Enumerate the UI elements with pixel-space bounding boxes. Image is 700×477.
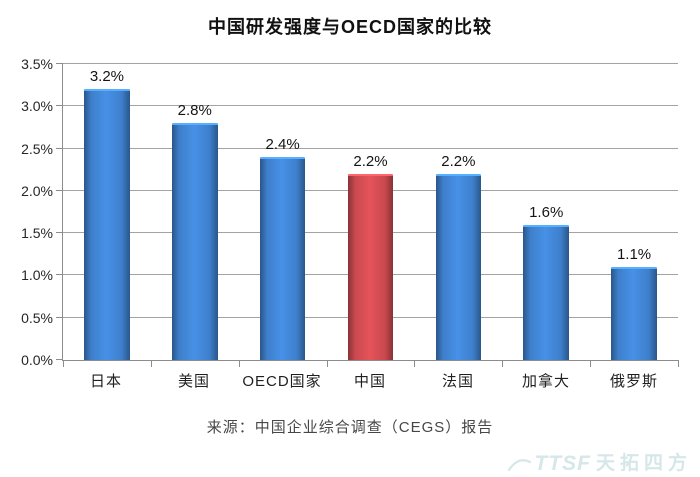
- bar-value-label: 2.8%: [177, 102, 212, 120]
- bar-value-label: 2.4%: [265, 136, 300, 154]
- x-axis-tick: [590, 360, 592, 367]
- y-tick-label: 0.0%: [21, 352, 53, 368]
- x-axis-tick: [502, 360, 504, 367]
- bar-value-label: 1.1%: [616, 245, 652, 263]
- x-axis-tick: [326, 360, 328, 367]
- category-label: 法国: [441, 373, 474, 390]
- source-note: 来源：中国企业综合调查（CEGS）报告: [206, 419, 494, 436]
- plot-row: 0.0% 0.5% 1.0% 1.5% 2.0% 2.5% 3.0% 3.5% 3.2% 2.8…: [12, 56, 679, 368]
- gridline: [63, 63, 678, 64]
- y-axis-tick: [56, 189, 63, 191]
- plot-area: 3.2% 2.8% 2.4% 2.2% 2.2% 1.6% 1.1%: [56, 63, 679, 367]
- y-axis-tick: [56, 105, 63, 107]
- y-axis-tick: [56, 274, 63, 276]
- category-cell: 2.2%: [414, 64, 502, 360]
- y-axis-tick: [56, 359, 63, 360]
- category-cell: 1.6%: [502, 64, 590, 360]
- x-axis-labels: 日本 美国 OECD国家 中国 法国 加拿大 俄罗斯: [62, 370, 678, 391]
- category-label: 加拿大: [521, 373, 570, 390]
- watermark-logo-text: TTSF: [534, 452, 591, 475]
- x-axis-tick: [63, 360, 64, 367]
- y-tick-label: 3.5%: [21, 56, 53, 72]
- y-tick-label: 1.5%: [21, 225, 53, 242]
- bar: [259, 157, 306, 360]
- watermark-brand-text: 天拓四方: [595, 453, 692, 474]
- category-cell: 3.2%: [63, 64, 151, 360]
- category-label: 中国: [353, 373, 386, 390]
- x-axis-tick: [150, 360, 152, 367]
- bar-value-label: 2.2%: [441, 152, 476, 170]
- y-axis-labels: 0.0% 0.5% 1.0% 1.5% 2.0% 2.5% 3.0% 3.5%: [12, 56, 62, 368]
- bar-value-label: 1.6%: [529, 203, 564, 221]
- category-label: 美国: [177, 373, 210, 390]
- y-axis-tick: [56, 147, 63, 149]
- category-cell: 2.4%: [239, 64, 327, 360]
- watermark: TTSF 天拓四方: [506, 453, 692, 474]
- chart-title: 中国研发强度与OECD国家的比较: [207, 17, 492, 37]
- bar-value-label: 3.2%: [89, 68, 125, 86]
- category-label: 俄罗斯: [609, 373, 658, 390]
- y-tick-label: 0.5%: [21, 309, 53, 326]
- category-cell: 1.1%: [590, 64, 678, 360]
- y-tick-label: 1.0%: [21, 267, 53, 284]
- x-axis-tick: [238, 360, 240, 367]
- watermark-swoosh-icon: [508, 458, 532, 471]
- category-cell: 2.2%: [327, 64, 415, 360]
- y-axis-tick: [56, 63, 63, 64]
- category-label: 日本: [89, 373, 122, 390]
- y-tick-label: 3.0%: [21, 98, 53, 115]
- bar: [171, 123, 218, 360]
- x-axis-tick: [678, 360, 679, 367]
- bar: [611, 266, 657, 360]
- bar: [84, 89, 130, 360]
- y-axis-tick: [56, 232, 63, 234]
- y-tick-label: 2.5%: [21, 140, 53, 157]
- y-tick-label: 2.0%: [21, 182, 53, 199]
- bar: [523, 224, 570, 360]
- category-cell: 2.8%: [151, 64, 239, 360]
- gridline: [63, 105, 678, 107]
- y-axis-tick: [56, 316, 63, 318]
- bar: [435, 173, 482, 360]
- x-axis-tick: [414, 360, 416, 367]
- gridline: [63, 147, 678, 149]
- bar: [347, 173, 394, 360]
- category-label: OECD国家: [242, 373, 322, 390]
- bar-value-label: 2.2%: [353, 152, 388, 170]
